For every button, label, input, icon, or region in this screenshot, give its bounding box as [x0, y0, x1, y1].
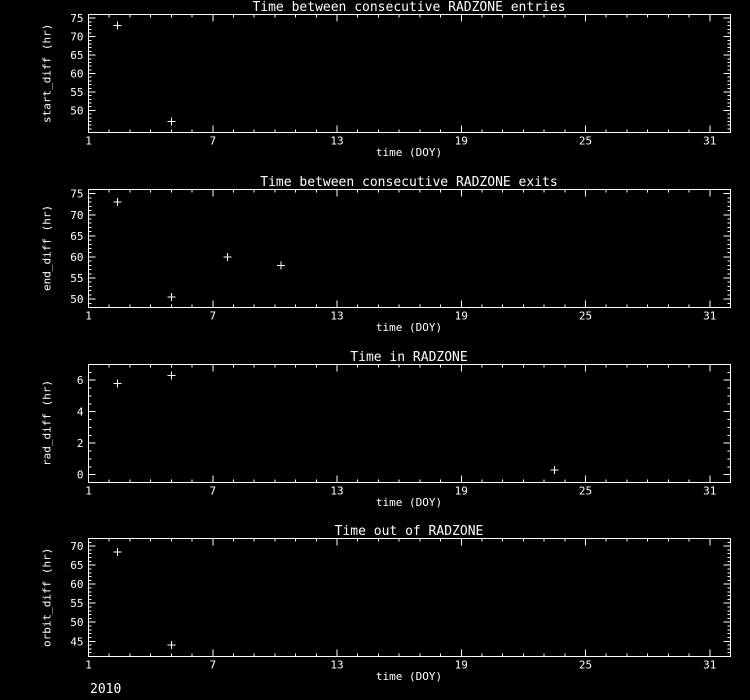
svg-text:25: 25 [579, 135, 592, 148]
svg-text:60: 60 [70, 251, 83, 264]
svg-text:19: 19 [455, 310, 468, 323]
svg-text:19: 19 [455, 135, 468, 148]
x-axis-label: time (DOY) [375, 146, 443, 159]
svg-text:25: 25 [579, 310, 592, 323]
x-axis-label: time (DOY) [375, 321, 443, 334]
svg-text:60: 60 [70, 68, 83, 81]
svg-text:31: 31 [703, 135, 716, 148]
svg-text:1: 1 [85, 310, 92, 323]
chart-title: Time between consecutive RADZONE exits [260, 175, 558, 190]
svg-text:55: 55 [70, 86, 83, 99]
svg-text:25: 25 [579, 659, 592, 672]
svg-text:1: 1 [85, 485, 92, 498]
svg-text:60: 60 [70, 578, 83, 591]
year-label: 2010 [90, 682, 122, 697]
svg-text:1: 1 [85, 135, 92, 148]
svg-text:55: 55 [70, 272, 83, 285]
svg-text:50: 50 [70, 616, 83, 629]
panel-radzone-exits: Time between consecutive RADZONE exits e… [0, 175, 750, 350]
svg-text:55: 55 [70, 597, 83, 610]
svg-text:50: 50 [70, 293, 83, 306]
svg-text:75: 75 [70, 14, 83, 25]
svg-text:31: 31 [703, 310, 716, 323]
x-axis-label: time (DOY) [375, 496, 443, 509]
svg-text:4: 4 [77, 406, 84, 419]
panel-time-out-of-radzone: Time out of RADZONE orbit_diff (hr) 1 7 13… [0, 524, 750, 699]
svg-text:6: 6 [77, 374, 84, 387]
svg-text:13: 13 [330, 485, 343, 498]
svg-text:0: 0 [77, 469, 84, 482]
svg-text:70: 70 [70, 209, 83, 222]
plot-area-entries: 1 7 13 19 25 31 50 55 60 65 70 75 [70, 14, 731, 148]
svg-text:65: 65 [70, 49, 83, 62]
svg-text:13: 13 [330, 135, 343, 148]
svg-text:7: 7 [209, 659, 216, 672]
chart-title: Time in RADZONE [350, 350, 468, 365]
svg-text:2: 2 [77, 437, 84, 450]
svg-text:19: 19 [455, 659, 468, 672]
svg-text:31: 31 [703, 485, 716, 498]
panel-radzone-entries: Time between consecutive RADZONE entries… [0, 0, 750, 175]
svg-text:25: 25 [579, 485, 592, 498]
svg-text:19: 19 [455, 485, 468, 498]
svg-text:50: 50 [70, 104, 83, 117]
chart-title: Time between consecutive RADZONE entries [252, 0, 566, 15]
svg-text:31: 31 [703, 659, 716, 672]
x-axis-label: time (DOY) [375, 670, 443, 683]
svg-text:7: 7 [209, 485, 216, 498]
svg-text:1: 1 [85, 659, 92, 672]
svg-text:70: 70 [70, 540, 83, 553]
chart-title: Time out of RADZONE [334, 524, 484, 539]
plot-area-in-radzone: 1 7 13 19 25 31 0 2 4 6 [77, 364, 731, 498]
svg-text:65: 65 [70, 230, 83, 243]
plot-area-exits: 1 7 13 19 25 31 50 55 60 65 70 75 [70, 189, 731, 323]
svg-text:7: 7 [209, 135, 216, 148]
svg-text:65: 65 [70, 559, 83, 572]
svg-text:75: 75 [70, 189, 83, 201]
svg-text:7: 7 [209, 310, 216, 323]
plot-area-out-of-radzone: 1 7 13 19 25 31 45 50 55 60 65 70 [70, 538, 731, 672]
svg-text:45: 45 [70, 635, 83, 648]
svg-text:13: 13 [330, 659, 343, 672]
svg-text:70: 70 [70, 31, 83, 44]
svg-text:13: 13 [330, 310, 343, 323]
panel-time-in-radzone: Time in RADZONE rad_diff (hr) 1 7 13 19 25 31… [0, 350, 750, 525]
